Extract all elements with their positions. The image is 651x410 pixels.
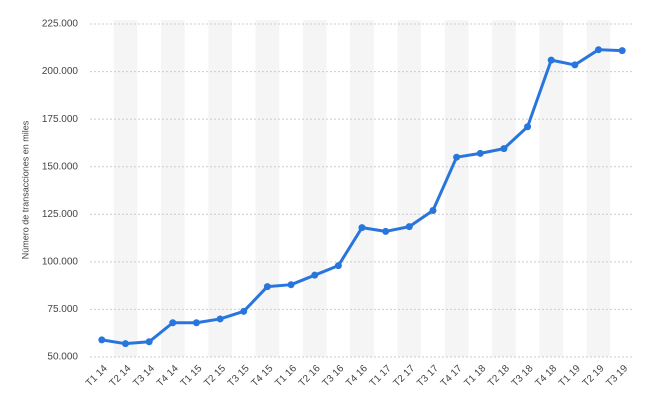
x-tick-label: T3 18 xyxy=(510,363,536,389)
x-tick-label: T2 18 xyxy=(486,363,512,389)
x-tick-label: T1 16 xyxy=(273,363,299,389)
x-tick-label: T2 17 xyxy=(391,363,417,389)
point xyxy=(453,153,461,161)
x-tick-label: T4 14 xyxy=(155,363,181,389)
point xyxy=(595,46,603,54)
point xyxy=(358,224,366,232)
point xyxy=(382,227,390,235)
band xyxy=(302,20,327,357)
point xyxy=(500,145,508,153)
point xyxy=(192,319,200,327)
point xyxy=(98,336,106,344)
y-tick-label: 50.000 xyxy=(47,352,78,363)
y-tick-label: 75.000 xyxy=(47,304,78,315)
point xyxy=(263,283,271,291)
x-tick-label: T1 17 xyxy=(368,363,394,389)
point xyxy=(429,206,437,214)
band xyxy=(350,20,374,357)
x-tick-label: T3 16 xyxy=(320,363,346,389)
point xyxy=(524,123,532,131)
band xyxy=(492,20,516,357)
point xyxy=(216,315,224,323)
band xyxy=(397,20,422,357)
band xyxy=(586,20,611,357)
point xyxy=(169,319,177,327)
point xyxy=(547,56,555,64)
x-tick-label: T4 15 xyxy=(250,363,276,389)
x-tick-label: T1 18 xyxy=(462,363,488,389)
band xyxy=(539,20,564,357)
x-tick-label: T3 17 xyxy=(415,363,441,389)
x-tick-label: T4 18 xyxy=(533,363,559,389)
x-tick-label: T3 15 xyxy=(226,363,252,389)
y-tick-label: 200.000 xyxy=(42,66,79,77)
point xyxy=(618,47,626,55)
x-tick-label: T1 14 xyxy=(84,363,110,389)
y-tick-label: 100.000 xyxy=(42,256,79,267)
point xyxy=(145,338,153,346)
band xyxy=(444,20,469,357)
point xyxy=(334,262,342,270)
x-tick-label: T1 19 xyxy=(557,363,583,389)
x-tick-label: T2 15 xyxy=(202,363,228,389)
x-tick-label: T1 15 xyxy=(179,363,205,389)
y-tick-label: 175.000 xyxy=(42,114,79,125)
point xyxy=(476,149,484,157)
x-tick-label: T3 14 xyxy=(131,363,157,389)
point xyxy=(287,281,295,289)
point xyxy=(121,340,129,348)
x-tick-label: T2 19 xyxy=(581,363,607,389)
band xyxy=(208,20,232,357)
band xyxy=(113,20,138,357)
point xyxy=(240,307,248,315)
x-tick-label: T4 16 xyxy=(344,363,370,389)
point xyxy=(405,223,413,231)
band xyxy=(255,20,280,357)
point xyxy=(571,61,579,69)
x-tick-label: T2 14 xyxy=(108,363,134,389)
y-tick-label: 125.000 xyxy=(42,209,79,220)
y-axis-label: Número de transacciones en miles xyxy=(20,120,30,259)
point xyxy=(311,271,319,279)
y-tick-label: 225.000 xyxy=(42,19,79,30)
x-tick-label: T2 16 xyxy=(297,363,323,389)
band xyxy=(160,20,185,357)
x-tick-label: T4 17 xyxy=(439,363,465,389)
y-tick-label: 150.000 xyxy=(42,161,79,172)
x-tick-label: T3 19 xyxy=(604,363,630,389)
